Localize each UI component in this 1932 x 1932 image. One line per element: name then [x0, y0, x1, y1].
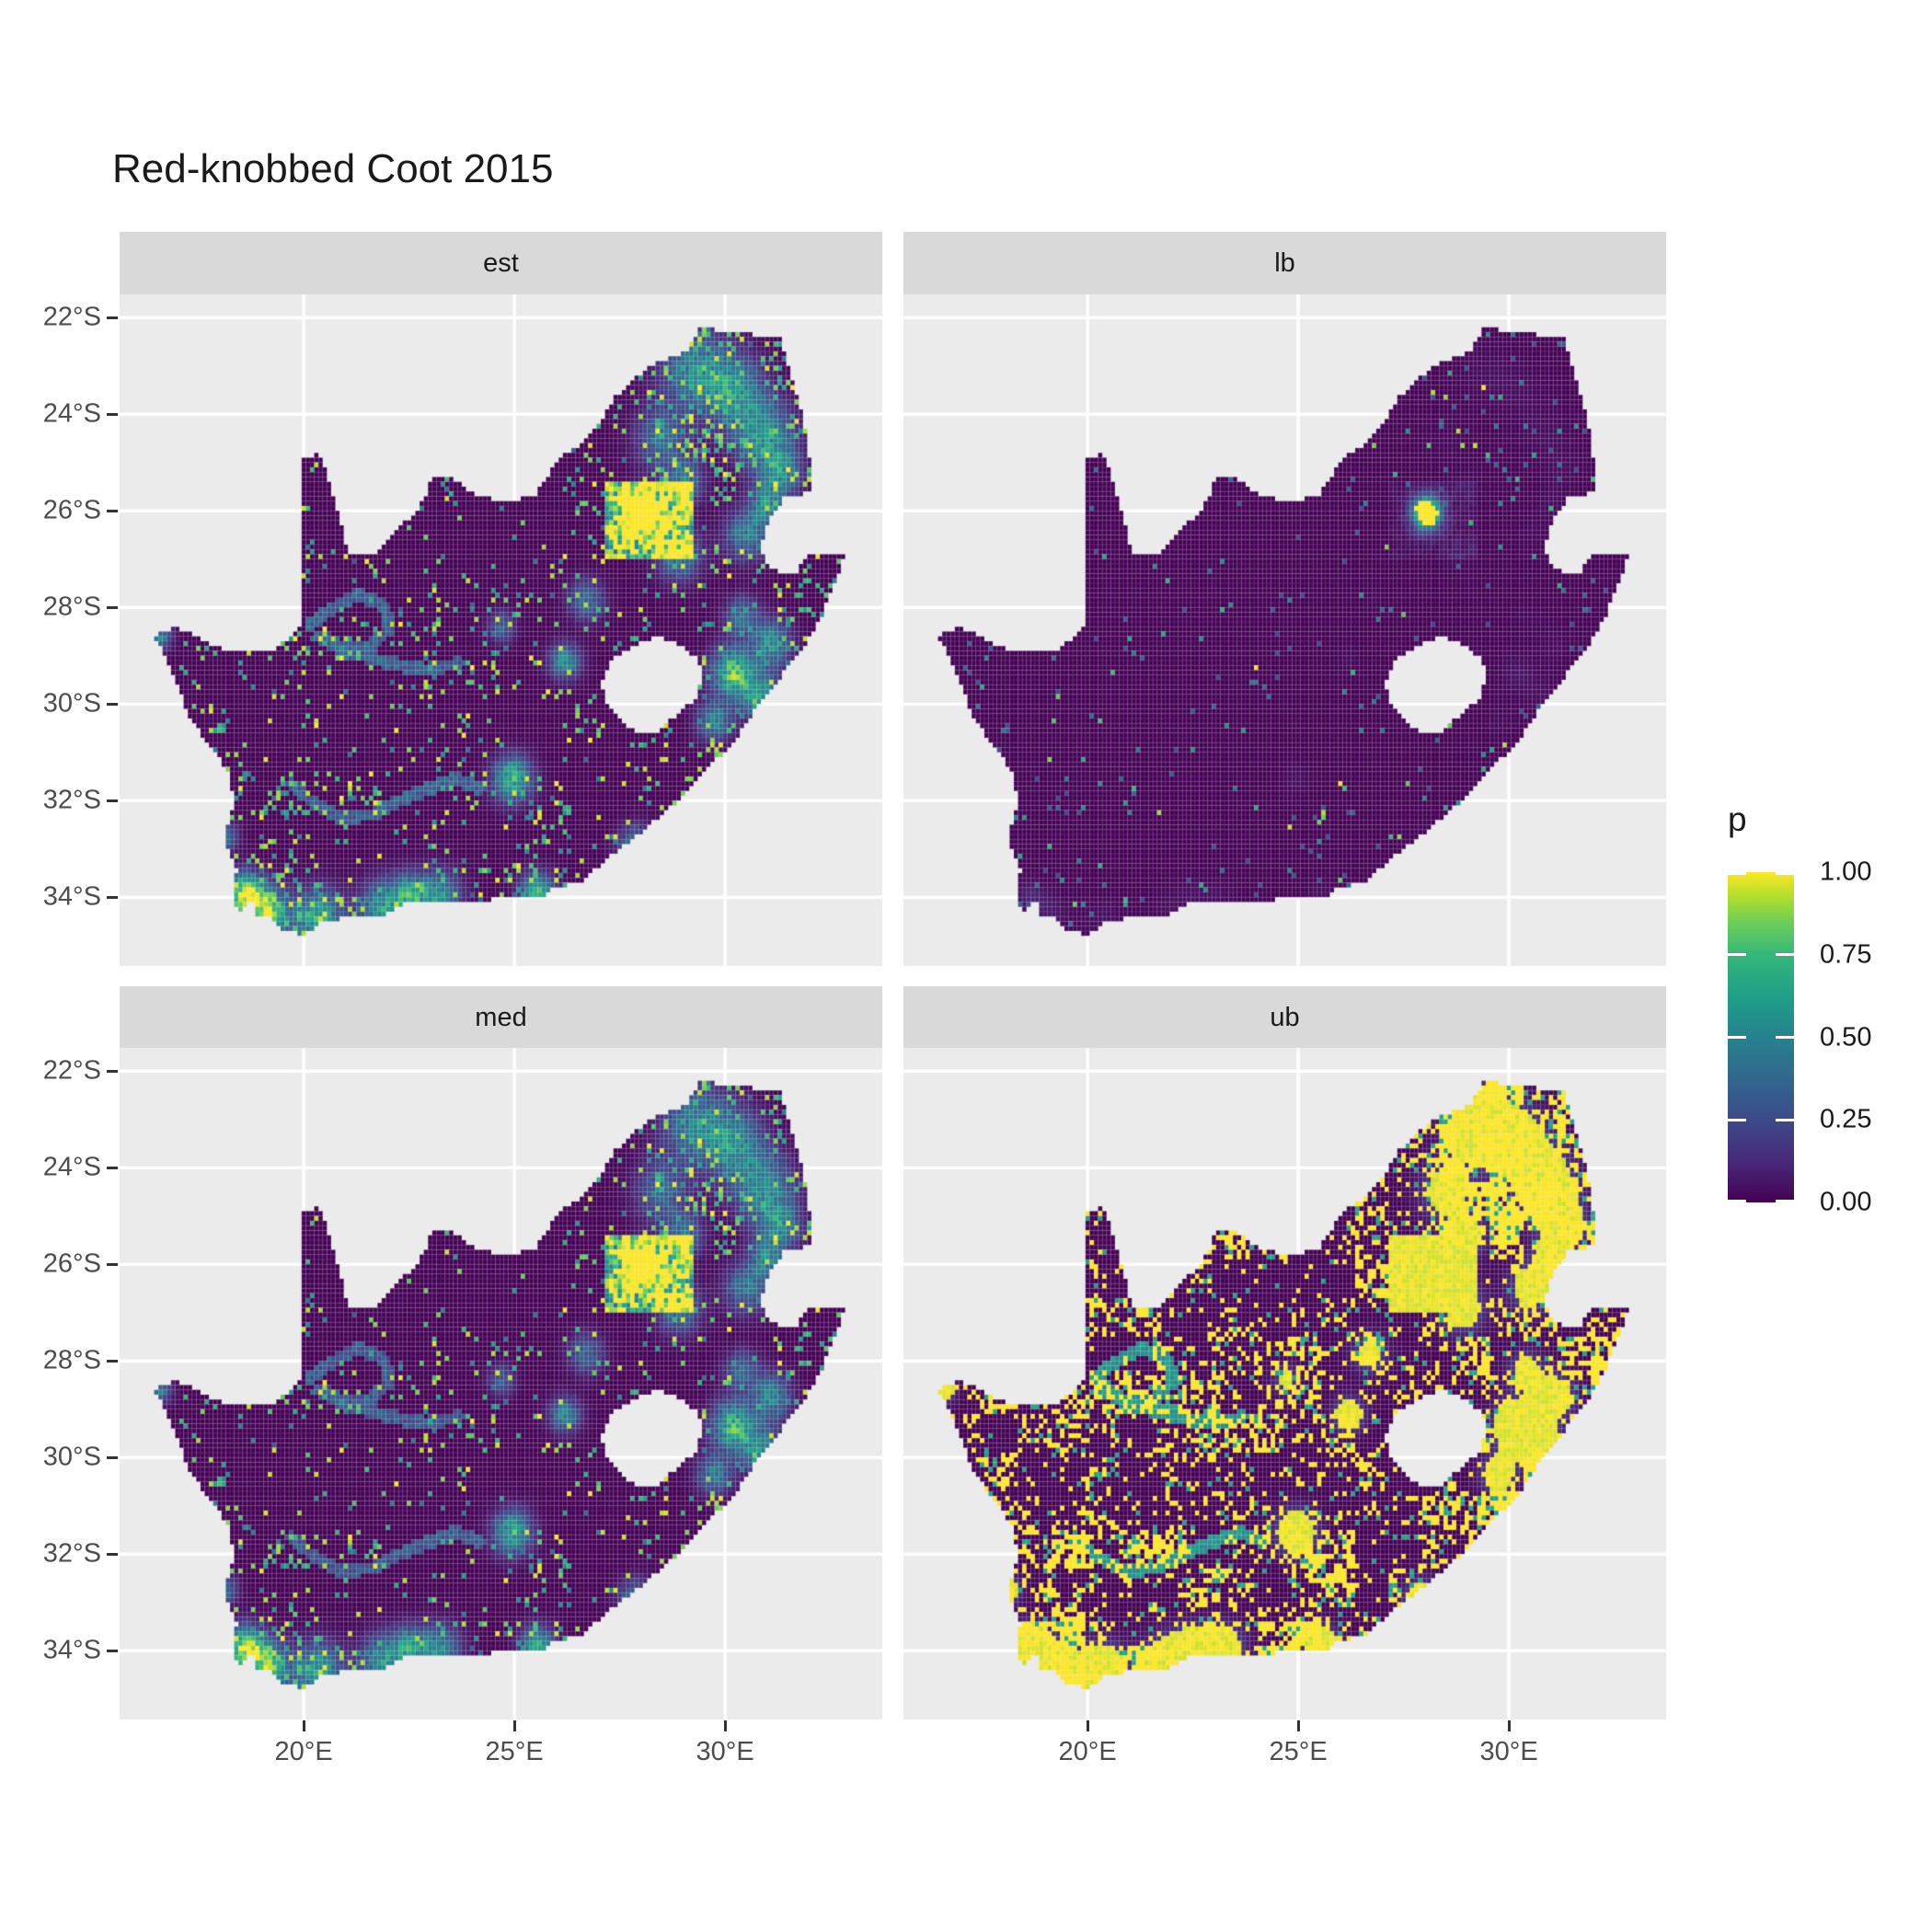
colorbar-tick-mark	[1728, 1200, 1746, 1202]
page-title: Red-knobbed Coot 2015	[112, 146, 554, 191]
y-axis-tick-label: 24°S	[42, 1152, 101, 1182]
colorbar-tick-mark	[1728, 953, 1746, 957]
colorbar-tick-mark	[1728, 872, 1746, 875]
facet-strip-label: est	[483, 247, 519, 278]
colorbar-tick-mark	[1728, 1118, 1746, 1121]
legend-tick-label: 0.50	[1820, 1022, 1872, 1052]
facet-strip-lb: lb	[903, 232, 1666, 294]
y-axis-tick-mark	[107, 1552, 118, 1556]
y-axis-tick-label: 32°S	[42, 785, 101, 815]
x-axis-tick-mark	[512, 1720, 516, 1731]
y-axis-tick-mark	[107, 1166, 118, 1169]
x-axis-tick-mark	[302, 1720, 305, 1731]
map-panel-est	[120, 294, 882, 966]
x-axis-tick-label: 20°E	[274, 1737, 333, 1766]
x-axis-tick-mark	[1507, 1720, 1511, 1731]
y-axis-tick-mark	[107, 605, 118, 609]
facet-strip-est: est	[120, 232, 882, 294]
y-axis-tick-label: 24°S	[42, 398, 101, 429]
y-axis-tick-mark	[107, 799, 118, 802]
legend-tick-label: 0.25	[1820, 1104, 1872, 1134]
y-axis-tick-label: 26°S	[42, 1248, 101, 1279]
map-panel-ub	[903, 1048, 1666, 1719]
y-axis-tick-mark	[107, 1262, 118, 1266]
map-canvas-est	[120, 294, 882, 966]
y-axis-tick-label: 34°S	[42, 1635, 101, 1665]
x-axis-tick-label: 20°E	[1058, 1737, 1117, 1766]
y-axis-tick-label: 22°S	[42, 1055, 101, 1086]
colorbar-tick-mark	[1776, 1036, 1794, 1039]
y-axis-tick-mark	[107, 1069, 118, 1073]
y-axis-tick-label: 26°S	[42, 495, 101, 525]
y-axis-tick-label: 28°S	[42, 1345, 101, 1375]
facet-strip-label: med	[475, 1002, 527, 1032]
x-axis-tick-label: 30°E	[1479, 1737, 1538, 1766]
legend-title: p	[1728, 800, 1747, 838]
map-canvas-lb	[903, 294, 1666, 966]
facet-strip-label: ub	[1270, 1002, 1300, 1032]
legend-tick-label: 0.75	[1820, 939, 1872, 970]
x-axis-tick-mark	[1086, 1720, 1089, 1731]
y-axis-tick-mark	[107, 412, 118, 416]
y-axis-tick-mark	[107, 895, 118, 899]
map-canvas-ub	[903, 1048, 1666, 1719]
x-axis-tick-mark	[723, 1720, 727, 1731]
facet-strip-ub: ub	[903, 986, 1666, 1049]
colorbar-tick-mark	[1776, 953, 1794, 957]
y-axis-tick-label: 32°S	[42, 1538, 101, 1569]
x-axis-tick-label: 25°E	[1269, 1737, 1328, 1766]
facet-strip-med: med	[120, 986, 882, 1049]
y-axis-tick-label: 22°S	[42, 302, 101, 332]
y-axis-tick-mark	[107, 509, 118, 512]
colorbar-legend: p 1.00 0.75 0.50 0.25 0.00	[1719, 800, 1930, 1233]
y-axis-tick-mark	[107, 1649, 118, 1652]
map-panel-med	[120, 1048, 882, 1719]
y-axis-tick-mark	[107, 1359, 118, 1363]
colorbar-tick-mark	[1776, 872, 1794, 875]
x-axis-tick-mark	[1296, 1720, 1300, 1731]
colorbar-tick-mark	[1728, 1036, 1746, 1039]
y-axis-tick-label: 30°S	[42, 688, 101, 719]
facet-strip-label: lb	[1274, 247, 1295, 278]
x-axis-tick-label: 30°E	[696, 1737, 754, 1766]
y-axis-tick-mark	[107, 702, 118, 706]
x-axis-tick-label: 25°E	[485, 1737, 544, 1766]
y-axis-tick-label: 28°S	[42, 592, 101, 622]
y-axis-tick-label: 30°S	[42, 1442, 101, 1472]
colorbar-tick-mark	[1776, 1200, 1794, 1202]
legend-tick-label: 0.00	[1820, 1187, 1872, 1217]
map-canvas-med	[120, 1048, 882, 1719]
y-axis-tick-mark	[107, 316, 118, 319]
colorbar-tick-mark	[1776, 1118, 1794, 1121]
y-axis-tick-mark	[107, 1455, 118, 1459]
legend-tick-label: 1.00	[1820, 857, 1872, 887]
map-panel-lb	[903, 294, 1666, 966]
y-axis-tick-label: 34°S	[42, 881, 101, 912]
